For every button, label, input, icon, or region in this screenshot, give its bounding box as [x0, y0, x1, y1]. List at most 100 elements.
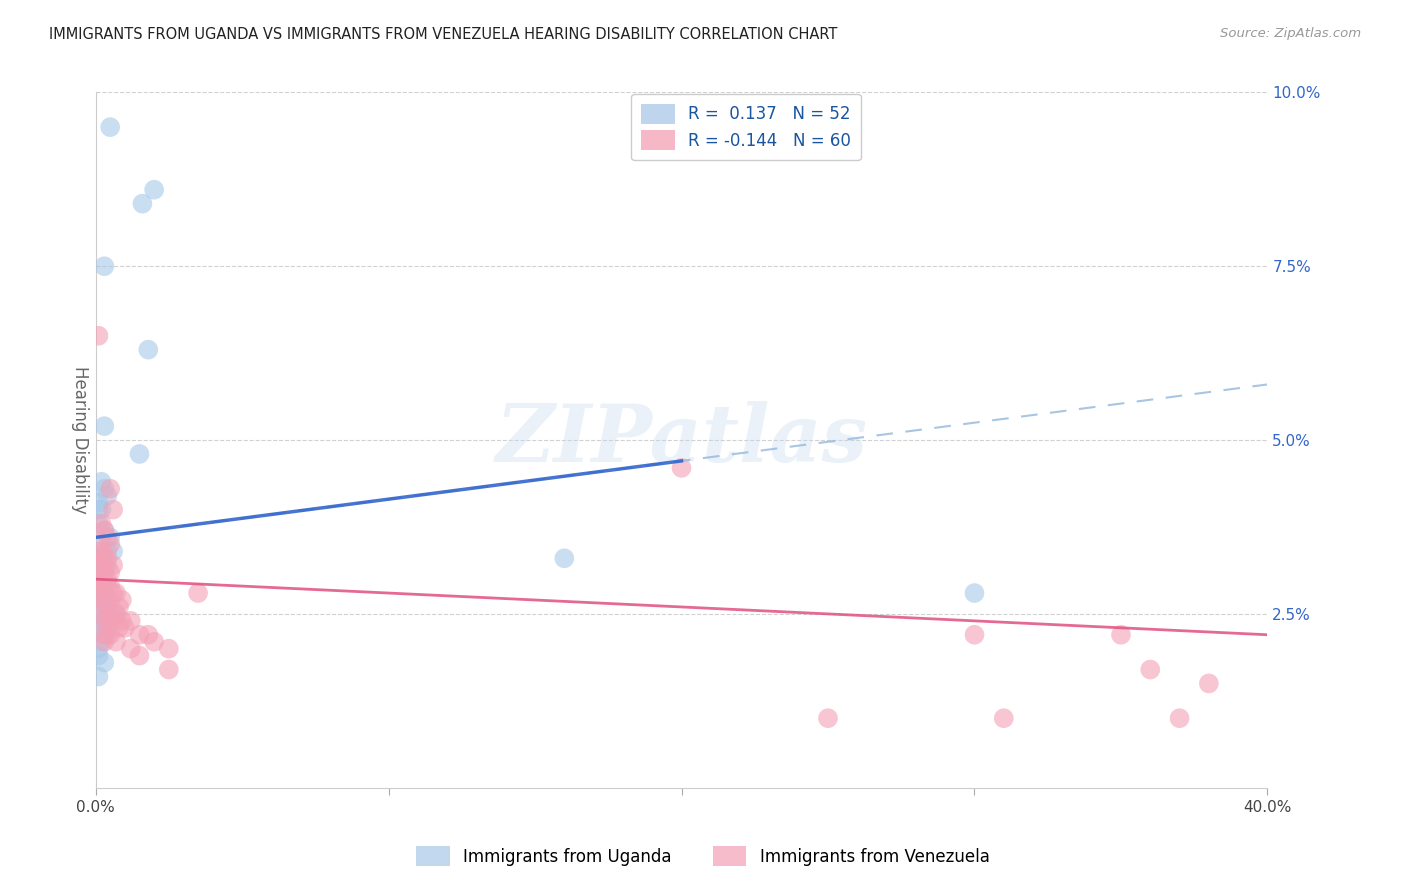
Point — [90, 544, 112, 558]
Point — [87, 669, 110, 683]
Point — [93, 419, 115, 434]
Point — [1168, 711, 1191, 725]
Point — [101, 558, 124, 573]
Point — [90, 572, 112, 586]
Point — [1109, 628, 1132, 642]
Point — [120, 614, 142, 628]
Point — [131, 196, 153, 211]
Point — [96, 628, 118, 642]
Point — [93, 579, 115, 593]
Point — [120, 641, 142, 656]
Point — [101, 502, 124, 516]
Point — [105, 634, 128, 648]
Point — [96, 621, 118, 635]
Point — [96, 607, 118, 621]
Legend: R =  0.137   N = 52, R = -0.144   N = 60: R = 0.137 N = 52, R = -0.144 N = 60 — [631, 94, 860, 161]
Point — [87, 328, 110, 343]
Point — [87, 516, 110, 531]
Point — [96, 579, 118, 593]
Point — [108, 599, 131, 614]
Point — [114, 621, 136, 635]
Point — [817, 711, 839, 725]
Point — [963, 628, 986, 642]
Point — [87, 621, 110, 635]
Legend: Immigrants from Uganda, Immigrants from Venezuela: Immigrants from Uganda, Immigrants from … — [409, 839, 997, 873]
Point — [993, 711, 1015, 725]
Point — [87, 565, 110, 579]
Text: IMMIGRANTS FROM UGANDA VS IMMIGRANTS FROM VENEZUELA HEARING DISABILITY CORRELATI: IMMIGRANTS FROM UGANDA VS IMMIGRANTS FRO… — [49, 27, 838, 42]
Point — [87, 599, 110, 614]
Point — [93, 482, 115, 496]
Point — [93, 586, 115, 600]
Point — [90, 607, 112, 621]
Point — [90, 579, 112, 593]
Point — [90, 572, 112, 586]
Point — [111, 593, 134, 607]
Point — [105, 607, 128, 621]
Point — [87, 648, 110, 663]
Point — [96, 599, 118, 614]
Point — [98, 628, 121, 642]
Point — [96, 551, 118, 566]
Point — [98, 530, 121, 544]
Y-axis label: Hearing Disability: Hearing Disability — [72, 367, 89, 514]
Point — [105, 586, 128, 600]
Point — [101, 614, 124, 628]
Point — [101, 544, 124, 558]
Point — [90, 537, 112, 551]
Point — [553, 551, 575, 566]
Point — [93, 628, 115, 642]
Point — [87, 558, 110, 573]
Point — [87, 572, 110, 586]
Point — [93, 593, 115, 607]
Point — [98, 120, 121, 135]
Point — [187, 586, 209, 600]
Point — [96, 489, 118, 503]
Point — [87, 551, 110, 566]
Point — [93, 524, 115, 538]
Point — [93, 614, 115, 628]
Point — [90, 558, 112, 573]
Point — [90, 586, 112, 600]
Point — [90, 516, 112, 531]
Point — [1198, 676, 1220, 690]
Point — [671, 461, 693, 475]
Point — [108, 621, 131, 635]
Point — [93, 558, 115, 573]
Point — [128, 447, 150, 461]
Point — [90, 607, 112, 621]
Point — [93, 614, 115, 628]
Point — [87, 593, 110, 607]
Point — [87, 572, 110, 586]
Point — [93, 524, 115, 538]
Point — [93, 656, 115, 670]
Point — [90, 614, 112, 628]
Point — [143, 183, 166, 197]
Point — [90, 475, 112, 489]
Point — [136, 628, 159, 642]
Point — [87, 579, 110, 593]
Point — [87, 593, 110, 607]
Point — [1139, 663, 1161, 677]
Point — [98, 607, 121, 621]
Point — [98, 482, 121, 496]
Point — [93, 551, 115, 566]
Point — [93, 565, 115, 579]
Point — [90, 593, 112, 607]
Point — [96, 530, 118, 544]
Point — [90, 551, 112, 566]
Point — [143, 634, 166, 648]
Text: Source: ZipAtlas.com: Source: ZipAtlas.com — [1220, 27, 1361, 40]
Point — [93, 259, 115, 273]
Point — [963, 586, 986, 600]
Point — [93, 628, 115, 642]
Point — [98, 537, 121, 551]
Point — [90, 565, 112, 579]
Point — [87, 544, 110, 558]
Point — [98, 565, 121, 579]
Point — [96, 544, 118, 558]
Point — [98, 593, 121, 607]
Text: ZIPatlas: ZIPatlas — [495, 401, 868, 479]
Point — [87, 502, 110, 516]
Point — [87, 496, 110, 510]
